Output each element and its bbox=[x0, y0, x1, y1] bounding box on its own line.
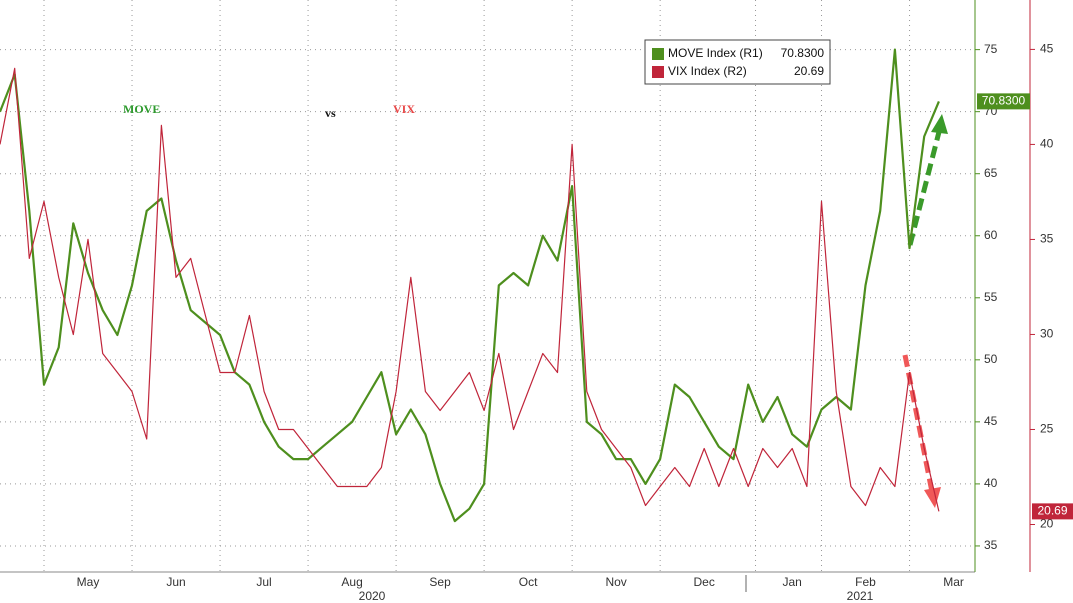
y-tick-label: 50 bbox=[984, 352, 998, 366]
x-tick-label: Jun bbox=[166, 575, 185, 589]
arrow-head bbox=[931, 114, 948, 134]
legend-value: 20.69 bbox=[794, 64, 824, 78]
last-value-badge bbox=[977, 93, 1030, 110]
arrow bbox=[907, 127, 943, 246]
x-tick-label: Aug bbox=[341, 575, 362, 589]
y-tick-label: 45 bbox=[984, 414, 998, 428]
year-label: 2021 bbox=[847, 589, 874, 603]
x-tick-label: May bbox=[77, 575, 100, 589]
y2-tick-label: 30 bbox=[1040, 327, 1054, 341]
year-label: 2020 bbox=[359, 589, 386, 603]
y2-tick-label: 35 bbox=[1040, 232, 1054, 246]
y-tick-label: 75 bbox=[984, 42, 998, 56]
last-value-label: 20.69 bbox=[1037, 504, 1067, 518]
x-tick-label: Nov bbox=[605, 575, 626, 589]
series-line bbox=[0, 67, 940, 512]
y2-tick-label: 20 bbox=[1040, 517, 1054, 531]
legend-label: MOVE Index (R1) bbox=[668, 46, 763, 60]
y2-tick-label: 25 bbox=[1040, 422, 1054, 436]
series-line bbox=[0, 48, 940, 523]
arrow bbox=[902, 354, 935, 493]
x-tick-label: Sep bbox=[429, 575, 451, 589]
legend-swatch bbox=[652, 66, 664, 78]
y2-tick-label: 40 bbox=[1040, 137, 1054, 151]
legend-value: 70.8300 bbox=[781, 46, 825, 60]
legend: MOVE Index (R1) 70.8300 VIX Index (R2) 20.6… bbox=[644, 39, 831, 85]
y-tick-label: 60 bbox=[984, 228, 998, 242]
x-tick-label: Jul bbox=[256, 575, 271, 589]
y-tick-label: 55 bbox=[984, 290, 998, 304]
legend-label: VIX Index (R2) bbox=[668, 64, 747, 78]
y-tick-label: 65 bbox=[984, 166, 998, 180]
arrow-head bbox=[924, 487, 941, 508]
last-value-label: 70.8300 bbox=[982, 94, 1026, 108]
chart-title-part: VIX bbox=[393, 102, 415, 116]
y2-tick-label: 45 bbox=[1040, 42, 1054, 56]
chart-title-part: MOVE bbox=[123, 102, 160, 116]
legend-box bbox=[644, 39, 831, 85]
x-tick-label: Feb bbox=[855, 575, 876, 589]
y-tick-label: 35 bbox=[984, 538, 998, 552]
chart-title-part: vs bbox=[325, 106, 336, 120]
x-tick-label: Jan bbox=[783, 575, 802, 589]
y-tick-label: 40 bbox=[984, 476, 998, 490]
last-value-badge bbox=[1032, 503, 1073, 520]
legend-swatch bbox=[652, 48, 664, 60]
x-tick-label: Oct bbox=[519, 575, 538, 589]
x-tick-label: Dec bbox=[693, 575, 714, 589]
x-tick-label: Mar bbox=[943, 575, 964, 589]
